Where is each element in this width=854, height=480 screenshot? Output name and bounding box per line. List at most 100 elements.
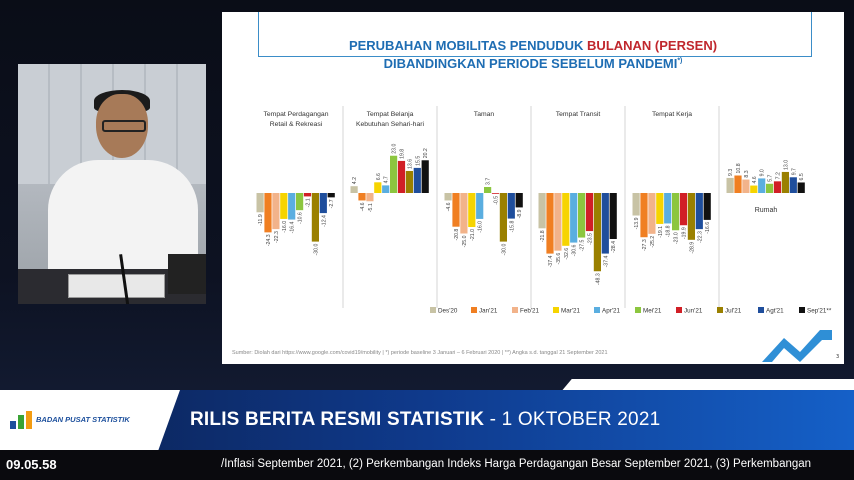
legend-entry: Sep'21** — [807, 308, 832, 315]
bar-value-label: -20.8 — [454, 229, 460, 241]
bar-value-label: 15.5 — [415, 156, 421, 166]
bar-value-label: 19.8 — [400, 149, 406, 159]
org-name: BADAN PUSAT STATISTIK — [36, 415, 130, 424]
bar-value-label: -10.6 — [298, 212, 304, 224]
bar-value-label: -16.0 — [478, 221, 484, 233]
chart-bar — [452, 193, 460, 227]
chart-bar — [554, 193, 562, 251]
chart-bar — [687, 193, 695, 240]
bar-value-label: -32.6 — [564, 248, 570, 260]
laptop — [168, 254, 206, 294]
chart-bar — [726, 177, 734, 193]
chart-bar — [593, 193, 601, 272]
panel-title: Tempat Kerja — [652, 111, 692, 118]
chart-bar — [672, 193, 680, 231]
chart-bar — [734, 175, 742, 193]
panel-title: Kebutuhan Sehari-hari — [356, 121, 425, 128]
panel-title: Tempat Belanja — [367, 111, 414, 118]
chart-bar — [280, 193, 288, 219]
legend-entry: Jan'21 — [479, 308, 498, 315]
legend-swatch — [758, 307, 764, 313]
presentation-slide: PERUBAHAN MOBILITAS PENDUDUK BULANAN (PE… — [222, 12, 844, 364]
chart-bar — [382, 185, 390, 193]
bps-logo-icon — [10, 411, 32, 429]
presenter-glasses — [102, 120, 146, 132]
chart-bar — [601, 193, 609, 254]
bar-value-label: -4.6 — [446, 202, 452, 211]
bar-value-label: -16.6 — [705, 222, 711, 234]
chart-bar — [585, 193, 594, 232]
presenter-head — [96, 94, 148, 158]
chart-bar — [703, 193, 711, 220]
chart-arrow-logo-icon — [762, 330, 832, 362]
source-note: Sumber: Diolah dari https://www.google.c… — [232, 350, 608, 356]
chart-bar — [781, 171, 789, 193]
title-part-blue: PERUBAHAN MOBILITAS PENDUDUK — [348, 38, 588, 53]
legend-entry: Mar'21 — [561, 308, 581, 315]
legend-entry: Feb'21 — [520, 308, 540, 315]
legend-swatch — [799, 307, 805, 313]
legend-entry: Mei'21 — [643, 308, 662, 315]
bar-value-label: -2.1 — [306, 198, 312, 207]
panel-title: Retail & Rekreasi — [270, 121, 323, 128]
bar-value-label: 23.0 — [392, 144, 398, 154]
legend-swatch — [471, 307, 477, 313]
bar-value-label: -28.4 — [611, 241, 617, 253]
bar-value-label: -0.5 — [494, 196, 500, 205]
chart-bar — [632, 193, 640, 216]
chart-bar — [640, 193, 648, 238]
chart-bar — [773, 181, 782, 193]
legend-entry: Jul'21 — [725, 308, 742, 315]
bar-value-label: -19.9 — [682, 227, 688, 239]
chart-bar — [507, 193, 515, 219]
chart-bar — [797, 182, 805, 193]
bar-value-label: -27.5 — [580, 239, 586, 251]
nameplate — [68, 274, 165, 298]
chart-bar — [789, 177, 797, 193]
title-part-red: BULANAN (PERSEN) — [587, 38, 718, 53]
chart-bar — [499, 193, 507, 242]
bar-value-label: 4.2 — [352, 177, 358, 184]
chart-bar — [303, 193, 312, 197]
bar-value-label: -12.4 — [321, 215, 327, 227]
chart-bar — [656, 193, 664, 224]
bar-value-label: -16.0 — [282, 221, 288, 233]
chart-bar — [374, 182, 382, 193]
bar-value-label: -21.8 — [540, 230, 546, 242]
chart-bar — [578, 193, 586, 238]
chart-bar — [390, 155, 398, 193]
panel-title: Rumah — [755, 207, 778, 214]
legend-swatch — [430, 307, 436, 313]
broadcast-headline: RILIS BERITA RESMI STATISTIK - 1 OKTOBER… — [190, 409, 660, 431]
bar-value-label: -23.5 — [588, 233, 594, 245]
chart-bar — [476, 193, 484, 219]
bar-value-label: -16.4 — [290, 221, 296, 233]
chart-bar — [272, 193, 280, 230]
chart-bar — [366, 193, 374, 202]
chart-bar — [264, 193, 272, 233]
slide-title-line2: DIBANDINGKAN PERIODE SEBELUM PANDEMI*) — [222, 56, 844, 71]
ticker-bar — [0, 450, 854, 480]
chart-bar — [648, 193, 656, 234]
bar-value-label: -48.3 — [595, 273, 601, 285]
legend-entry: Des'20 — [438, 308, 458, 315]
bar-value-label: -8.9 — [517, 209, 523, 218]
bar-value-label: 7.2 — [776, 172, 782, 179]
legend-swatch — [512, 307, 518, 313]
legend-swatch — [594, 307, 600, 313]
legend-swatch — [676, 307, 682, 313]
chart-bar — [515, 193, 523, 208]
chart-bar — [413, 167, 421, 193]
chart-bar — [491, 193, 500, 194]
title-line2-text: DIBANDINGKAN PERIODE SEBELUM PANDEMI — [383, 56, 678, 71]
bar-value-label: 13.0 — [783, 160, 789, 170]
chart-bar — [421, 160, 429, 193]
title-footnote-mark: *) — [677, 57, 683, 65]
chart-bar — [256, 193, 264, 213]
chart-bar — [664, 193, 672, 224]
bar-value-label: 9.0 — [760, 169, 766, 176]
panel-title: Tempat Transit — [556, 111, 601, 118]
bar-value-label: -24.3 — [266, 234, 272, 246]
bar-value-label: 10.8 — [736, 163, 742, 173]
bar-value-label: -23.0 — [674, 232, 680, 244]
